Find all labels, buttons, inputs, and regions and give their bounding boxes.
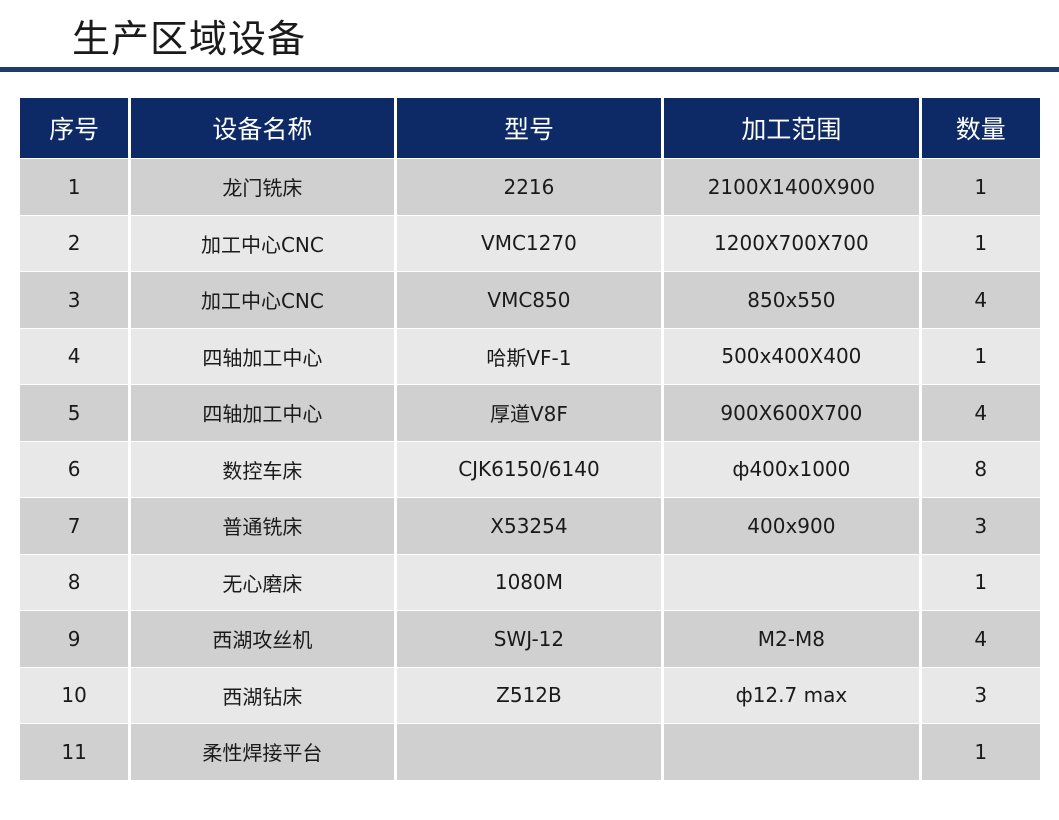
cell-quantity: 3 [918, 666, 1044, 724]
cell-processing-range: 500x400X400 [661, 327, 922, 385]
table-row: 4 四轴加工中心 哈斯VF-1 500x400X400 1 [16, 327, 1044, 385]
cell-quantity: 4 [918, 271, 1044, 328]
cell-model: 1080M [393, 553, 665, 611]
cell-quantity: 1 [918, 327, 1044, 385]
cell-index: 8 [16, 553, 132, 611]
cell-equipment-name: 西湖攻丝机 [128, 610, 397, 667]
cell-equipment-name: 加工中心CNC [128, 214, 397, 272]
cell-equipment-name: 四轴加工中心 [128, 327, 397, 385]
cell-processing-range: 1200X700X700 [661, 214, 922, 272]
cell-equipment-name: 柔性焊接平台 [128, 723, 397, 780]
table-row: 7 普通铣床 X53254 400x900 3 [16, 497, 1044, 554]
cell-index: 4 [16, 327, 132, 385]
cell-model [393, 723, 665, 780]
cell-index: 10 [16, 666, 132, 724]
cell-index: 2 [16, 214, 132, 272]
cell-processing-range: 2100X1400X900 [661, 158, 922, 215]
table-header-row: 序号 设备名称 型号 加工范围 数量 [16, 98, 1044, 159]
cell-model: 2216 [393, 158, 665, 215]
cell-quantity: 1 [918, 158, 1044, 215]
cell-equipment-name: 数控车床 [128, 440, 397, 498]
cell-processing-range: M2-M8 [661, 610, 922, 667]
page-title: 生产区域设备 [72, 17, 307, 61]
title-divider [0, 67, 1059, 72]
cell-model: 厚道V8F [393, 384, 665, 441]
table-row: 11 柔性焊接平台 1 [16, 723, 1044, 780]
table-row: 9 西湖攻丝机 SWJ-12 M2-M8 4 [16, 610, 1044, 667]
header-processing-range: 加工范围 [661, 98, 922, 159]
cell-index: 3 [16, 271, 132, 328]
header-equipment-name: 设备名称 [128, 98, 397, 159]
cell-equipment-name: 西湖钻床 [128, 666, 397, 724]
cell-model: CJK6150/6140 [393, 440, 665, 498]
cell-model: VMC1270 [393, 214, 665, 272]
header-model: 型号 [393, 98, 665, 159]
cell-processing-range: 900X600X700 [661, 384, 922, 441]
cell-index: 6 [16, 440, 132, 498]
cell-equipment-name: 无心磨床 [128, 553, 397, 611]
cell-equipment-name: 加工中心CNC [128, 271, 397, 328]
table-row: 3 加工中心CNC VMC850 850x550 4 [16, 271, 1044, 328]
table-row: 10 西湖钻床 Z512B ф12.7 max 3 [16, 666, 1044, 724]
cell-model: SWJ-12 [393, 610, 665, 667]
cell-index: 1 [16, 158, 132, 215]
cell-quantity: 4 [918, 610, 1044, 667]
cell-index: 11 [16, 723, 132, 780]
cell-index: 9 [16, 610, 132, 667]
cell-processing-range: 400x900 [661, 497, 922, 554]
cell-quantity: 1 [918, 214, 1044, 272]
cell-quantity: 3 [918, 497, 1044, 554]
table-row: 1 龙门铣床 2216 2100X1400X900 1 [16, 158, 1044, 215]
cell-processing-range [661, 553, 922, 611]
header-quantity: 数量 [918, 98, 1044, 159]
cell-equipment-name: 普通铣床 [128, 497, 397, 554]
cell-model: Z512B [393, 666, 665, 724]
table-row: 6 数控车床 CJK6150/6140 ф400x1000 8 [16, 440, 1044, 498]
cell-index: 7 [16, 497, 132, 554]
cell-processing-range: 850x550 [661, 271, 922, 328]
table-row: 2 加工中心CNC VMC1270 1200X700X700 1 [16, 214, 1044, 272]
equipment-table: 序号 设备名称 型号 加工范围 数量 1 龙门铣床 2216 2100X1400… [16, 98, 1044, 780]
cell-quantity: 4 [918, 384, 1044, 441]
cell-quantity: 8 [918, 440, 1044, 498]
cell-model: X53254 [393, 497, 665, 554]
cell-processing-range [661, 723, 922, 780]
cell-quantity: 1 [918, 553, 1044, 611]
cell-processing-range: ф400x1000 [661, 440, 922, 498]
table-row: 5 四轴加工中心 厚道V8F 900X600X700 4 [16, 384, 1044, 441]
cell-equipment-name: 四轴加工中心 [128, 384, 397, 441]
cell-processing-range: ф12.7 max [661, 666, 922, 724]
header-index: 序号 [16, 98, 132, 159]
cell-equipment-name: 龙门铣床 [128, 158, 397, 215]
cell-quantity: 1 [918, 723, 1044, 780]
table-row: 8 无心磨床 1080M 1 [16, 553, 1044, 611]
cell-model: VMC850 [393, 271, 665, 328]
cell-index: 5 [16, 384, 132, 441]
cell-model: 哈斯VF-1 [393, 327, 665, 385]
